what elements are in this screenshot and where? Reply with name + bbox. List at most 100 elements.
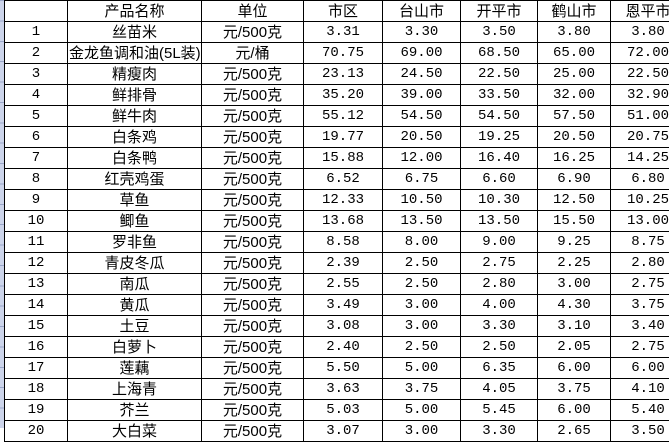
price-cell[interactable]: 23.13 [304, 64, 383, 85]
price-cell[interactable]: 10.50 [383, 190, 461, 211]
price-cell[interactable]: 19.25 [461, 127, 538, 148]
price-cell[interactable]: 4.10 [611, 379, 669, 400]
product-name-cell[interactable]: 大白菜 [68, 421, 202, 442]
price-cell[interactable]: 9.00 [461, 232, 538, 253]
unit-cell[interactable]: 元/500克 [202, 127, 304, 148]
price-cell[interactable]: 3.30 [461, 421, 538, 442]
price-cell[interactable]: 16.40 [461, 148, 538, 169]
price-cell[interactable]: 2.50 [383, 274, 461, 295]
price-cell[interactable]: 70.75 [304, 43, 383, 64]
unit-cell[interactable]: 元/500克 [202, 64, 304, 85]
price-cell[interactable]: 5.03 [304, 400, 383, 421]
price-cell[interactable]: 72.00 [611, 43, 669, 64]
row-number-cell[interactable]: 19 [5, 400, 68, 421]
price-cell[interactable]: 3.63 [304, 379, 383, 400]
price-cell[interactable]: 6.90 [538, 169, 611, 190]
unit-cell[interactable]: 元/500克 [202, 379, 304, 400]
price-cell[interactable]: 12.33 [304, 190, 383, 211]
product-name-cell[interactable]: 鲜牛肉 [68, 106, 202, 127]
price-cell[interactable]: 32.00 [538, 85, 611, 106]
product-name-cell[interactable]: 莲藕 [68, 358, 202, 379]
price-cell[interactable]: 5.45 [461, 400, 538, 421]
price-cell[interactable]: 3.00 [383, 295, 461, 316]
price-cell[interactable]: 3.07 [304, 421, 383, 442]
price-cell[interactable]: 3.30 [461, 316, 538, 337]
row-number-cell[interactable]: 20 [5, 421, 68, 442]
price-cell[interactable]: 2.80 [461, 274, 538, 295]
price-cell[interactable]: 24.50 [383, 64, 461, 85]
unit-cell[interactable]: 元/500克 [202, 421, 304, 442]
price-cell[interactable]: 2.50 [383, 253, 461, 274]
price-cell[interactable]: 3.08 [304, 316, 383, 337]
price-cell[interactable]: 51.00 [611, 106, 669, 127]
price-cell[interactable]: 6.00 [611, 358, 669, 379]
price-cell[interactable]: 2.39 [304, 253, 383, 274]
row-number-cell[interactable]: 7 [5, 148, 68, 169]
row-number-cell[interactable]: 11 [5, 232, 68, 253]
unit-cell[interactable]: 元/500克 [202, 295, 304, 316]
price-cell[interactable]: 3.75 [538, 379, 611, 400]
price-cell[interactable]: 13.68 [304, 211, 383, 232]
price-cell[interactable]: 4.05 [461, 379, 538, 400]
row-number-cell[interactable]: 18 [5, 379, 68, 400]
price-cell[interactable]: 5.50 [304, 358, 383, 379]
product-name-cell[interactable]: 南瓜 [68, 274, 202, 295]
price-cell[interactable]: 54.50 [461, 106, 538, 127]
product-name-cell[interactable]: 土豆 [68, 316, 202, 337]
product-name-header-cell[interactable]: 产品名称 [68, 1, 202, 22]
price-cell[interactable]: 12.50 [538, 190, 611, 211]
unit-cell[interactable]: 元/500克 [202, 22, 304, 43]
price-cell[interactable]: 13.00 [611, 211, 669, 232]
price-cell[interactable]: 3.75 [383, 379, 461, 400]
unit-cell[interactable]: 元/500克 [202, 190, 304, 211]
price-cell[interactable]: 20.75 [611, 127, 669, 148]
price-cell[interactable]: 22.50 [611, 64, 669, 85]
price-cell[interactable]: 3.00 [383, 316, 461, 337]
row-number-cell[interactable]: 5 [5, 106, 68, 127]
row-number-header-cell[interactable] [5, 1, 68, 22]
product-name-cell[interactable]: 芥兰 [68, 400, 202, 421]
price-cell[interactable]: 20.50 [538, 127, 611, 148]
row-number-cell[interactable]: 15 [5, 316, 68, 337]
price-cell[interactable]: 12.00 [383, 148, 461, 169]
price-cell[interactable]: 25.00 [538, 64, 611, 85]
price-cell[interactable]: 3.75 [611, 295, 669, 316]
unit-cell[interactable]: 元/500克 [202, 211, 304, 232]
unit-cell[interactable]: 元/500克 [202, 232, 304, 253]
price-cell[interactable]: 5.00 [383, 358, 461, 379]
price-cell[interactable]: 2.25 [538, 253, 611, 274]
city-header-cell-heshan[interactable]: 鹤山市 [538, 1, 611, 22]
product-name-cell[interactable]: 罗非鱼 [68, 232, 202, 253]
product-name-cell[interactable]: 草鱼 [68, 190, 202, 211]
price-cell[interactable]: 15.88 [304, 148, 383, 169]
price-cell[interactable]: 2.75 [611, 337, 669, 358]
row-number-cell[interactable]: 9 [5, 190, 68, 211]
price-cell[interactable]: 32.90 [611, 85, 669, 106]
unit-header-cell[interactable]: 单位 [202, 1, 304, 22]
unit-cell[interactable]: 元/500克 [202, 106, 304, 127]
product-name-cell[interactable]: 精瘦肉 [68, 64, 202, 85]
price-cell[interactable]: 6.00 [538, 358, 611, 379]
product-name-cell[interactable]: 金龙鱼调和油(5L装) [68, 43, 202, 64]
product-name-cell[interactable]: 白条鸡 [68, 127, 202, 148]
price-cell[interactable]: 6.80 [611, 169, 669, 190]
price-cell[interactable]: 68.50 [461, 43, 538, 64]
price-cell[interactable]: 33.50 [461, 85, 538, 106]
row-number-cell[interactable]: 16 [5, 337, 68, 358]
price-cell[interactable]: 10.25 [611, 190, 669, 211]
product-name-cell[interactable]: 红壳鸡蛋 [68, 169, 202, 190]
price-cell[interactable]: 2.05 [538, 337, 611, 358]
unit-cell[interactable]: 元/500克 [202, 400, 304, 421]
price-cell[interactable]: 16.25 [538, 148, 611, 169]
row-number-cell[interactable]: 4 [5, 85, 68, 106]
unit-cell[interactable]: 元/桶 [202, 43, 304, 64]
city-header-cell-shiqu[interactable]: 市区 [304, 1, 383, 22]
price-cell[interactable]: 8.00 [383, 232, 461, 253]
price-cell[interactable]: 4.30 [538, 295, 611, 316]
row-number-cell[interactable]: 3 [5, 64, 68, 85]
price-cell[interactable]: 3.30 [383, 22, 461, 43]
product-name-cell[interactable]: 白萝卜 [68, 337, 202, 358]
price-cell[interactable]: 3.50 [611, 421, 669, 442]
price-cell[interactable]: 57.50 [538, 106, 611, 127]
row-number-cell[interactable]: 10 [5, 211, 68, 232]
